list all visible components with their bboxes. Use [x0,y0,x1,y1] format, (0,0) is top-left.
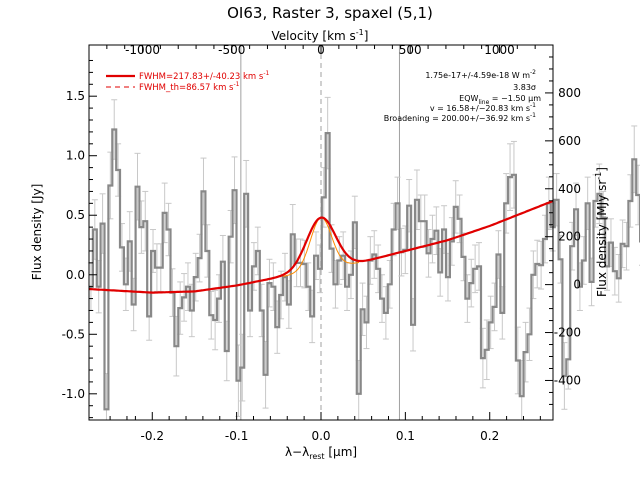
y-tick-label: 0.5 [66,208,85,222]
x-tick-label: 0.0 [311,429,330,443]
legend-fwhm-th-label: FWHM_th=86.57 km s-1 [139,81,240,93]
right-tick-label: -200 [554,326,581,340]
bottom-axis-ticks: -0.2 -0.1 0.0 0.1 0.2 [109,412,541,443]
annotation-flux: 1.75e-17+/-4.59e-18 W m-2 [425,69,536,80]
top-tick-label: 500 [399,43,422,57]
right-tick-label: 200 [558,230,581,244]
y-tick-label: -1.0 [62,387,85,401]
y-tick-label: 1.5 [66,89,85,103]
y-axis-label: Flux density [Jy] [30,184,44,281]
x-tick-label: 0.2 [480,429,499,443]
top-axis-label: Velocity [km s-1] [272,28,369,43]
right-tick-label: 800 [558,86,581,100]
annotation-velocity: v = 16.58+/−20.83 km s-1 [430,102,536,113]
top-tick-label: -500 [218,43,245,57]
right-tick-label: 0 [573,278,581,292]
annotation-sigma: 3.83σ [513,83,536,92]
left-axis-ticks: -1.0 -0.5 0.0 0.5 1.0 1.5 [62,59,97,419]
legend-fwhm-label: FWHM=217.83+/-40.23 km s-1 [139,70,269,82]
spectrum-line [89,128,640,411]
x-tick-label: -0.2 [141,429,164,443]
annotation-eqw: EQWline = −1.50 μm [459,94,541,106]
annotation-broadening: Broadening = 200.00+/−36.92 km s-1 [384,112,536,123]
model-fit-curve [88,199,554,294]
right-tick-label: -400 [554,373,581,387]
right-tick-label: 400 [558,182,581,196]
x-tick-label: -0.1 [225,429,248,443]
x-tick-label: 0.1 [396,429,415,443]
y-tick-label: -0.5 [62,327,85,341]
y-tick-label: 0.0 [66,268,85,282]
top-axis-ticks: -1000 -500 0 500 1000 [88,43,554,57]
x-axis-label: λ−λrest [μm] [285,445,357,461]
y-tick-label: 1.0 [66,149,85,163]
right-axis-ticks: -400 -200 0 200 400 600 800 [545,56,581,405]
top-tick-label: 0 [317,43,325,57]
right-axis-label: Flux density [MJy sr-1] [594,167,609,297]
right-tick-label: 600 [558,134,581,148]
legend: FWHM=217.83+/-40.23 km s-1 FWHM_th=86.57… [106,70,269,93]
fit-annotations: 1.75e-17+/-4.59e-18 W m-2 3.83σ EQWline … [384,69,542,123]
top-tick-label: 1000 [484,43,515,57]
chart-title: OI63, Raster 3, spaxel (5,1) [227,4,433,22]
top-tick-label: -1000 [125,43,160,57]
